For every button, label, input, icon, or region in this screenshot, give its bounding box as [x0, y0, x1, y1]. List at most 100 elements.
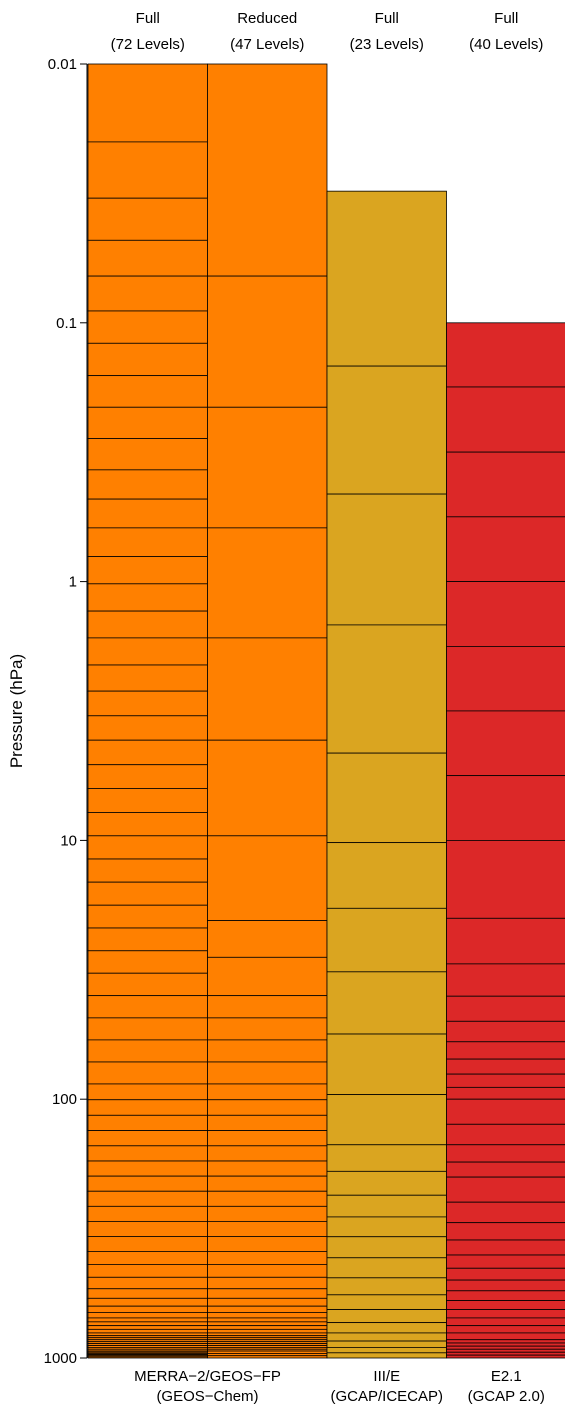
level-cell — [446, 1279, 565, 1292]
level-cell — [87, 1160, 208, 1177]
level-cell — [207, 1251, 328, 1265]
level-cell — [87, 498, 208, 529]
column-bottom-labels: MERRA−2/GEOS−FP (GEOS−Chem) III/E (GCAP/ICE… — [134, 1368, 545, 1405]
level-cell — [446, 1345, 565, 1350]
level-cell — [207, 995, 328, 1019]
level-cell — [207, 835, 328, 921]
level-cell — [87, 690, 208, 717]
level-cell — [87, 1321, 208, 1327]
level-cell — [207, 1325, 328, 1330]
level-cell — [326, 1236, 447, 1259]
y-tick-label: 1000 — [44, 1350, 77, 1367]
level-cell — [446, 1073, 565, 1088]
level-cell — [446, 1339, 565, 1344]
level-cell — [446, 1342, 565, 1347]
level-cell — [87, 63, 208, 143]
level-cell — [87, 812, 208, 837]
level-cell — [446, 775, 565, 841]
level-cell — [326, 1033, 447, 1096]
level-cell — [87, 469, 208, 500]
column-bottom-label-line2: (GCAP/ICECAP) — [330, 1388, 443, 1405]
level-cell — [446, 1098, 565, 1125]
level-cell — [87, 342, 208, 377]
y-axis-ticks: 0.01 0.1 1 10 100 1000 — [44, 56, 87, 1367]
level-cell — [446, 386, 565, 453]
level-cell — [87, 1305, 208, 1313]
level-cell — [87, 1317, 208, 1323]
level-cell — [87, 739, 208, 766]
level-cell — [446, 963, 565, 997]
level-cell — [207, 1288, 328, 1299]
level-cell — [326, 624, 447, 754]
level-cell — [446, 1222, 565, 1241]
level-cell — [87, 858, 208, 883]
level-cell — [87, 1251, 208, 1265]
level-cell — [87, 1190, 208, 1207]
level-cell — [87, 310, 208, 344]
column-top-labels: Full (72 Levels) Reduced (47 Levels) Full (23… — [111, 10, 544, 53]
level-cell — [326, 1309, 447, 1324]
level-cell — [326, 1144, 447, 1172]
level-cell — [87, 835, 208, 860]
level-cell — [326, 1352, 447, 1359]
level-cell — [326, 1340, 447, 1348]
level-cell — [207, 1114, 328, 1131]
level-cell — [87, 1205, 208, 1222]
level-cell — [87, 1220, 208, 1237]
column-top-label-line2: (23 Levels) — [350, 36, 424, 53]
level-cell — [207, 1190, 328, 1207]
level-cell — [87, 1099, 208, 1116]
level-cell — [87, 556, 208, 585]
level-cell — [87, 1356, 208, 1359]
level-cell — [87, 1145, 208, 1162]
level-cell — [207, 1205, 328, 1222]
level-cell — [87, 583, 208, 612]
level-cell — [87, 904, 208, 929]
column-top-label-line1: Reduced — [237, 10, 297, 27]
level-cell — [87, 972, 208, 997]
level-cell — [87, 1332, 208, 1337]
level-cell — [87, 1114, 208, 1131]
level-cell — [87, 275, 208, 312]
level-cell — [87, 881, 208, 906]
column-bars — [87, 63, 565, 1359]
y-tick-label: 1 — [69, 574, 77, 591]
level-cell — [446, 1086, 565, 1100]
level-cell — [446, 995, 565, 1022]
level-cell — [326, 1277, 447, 1296]
level-cell — [326, 1257, 447, 1279]
column-top-label-line2: (40 Levels) — [469, 36, 543, 53]
level-cell — [87, 375, 208, 408]
level-cell — [87, 788, 208, 813]
level-cell — [326, 752, 447, 844]
level-cell — [207, 1305, 328, 1313]
level-cell — [87, 1175, 208, 1192]
level-cell — [446, 840, 565, 919]
level-cell — [207, 1312, 328, 1319]
level-cell — [326, 842, 447, 909]
level-cell — [326, 1332, 447, 1342]
level-cell — [326, 1194, 447, 1218]
level-cell — [207, 920, 328, 958]
level-cell — [207, 406, 328, 529]
level-cell — [207, 1083, 328, 1101]
level-cell — [87, 1312, 208, 1319]
level-cell — [87, 927, 208, 952]
level-cell — [326, 1346, 447, 1354]
level-cell — [87, 197, 208, 241]
level-cell — [326, 907, 447, 973]
level-cell — [87, 1083, 208, 1101]
level-cell — [207, 1321, 328, 1327]
level-cell — [87, 438, 208, 471]
level-cell — [446, 1300, 565, 1310]
level-cell — [446, 1267, 565, 1281]
level-cell — [326, 493, 447, 626]
level-cell — [87, 950, 208, 974]
level-cell — [446, 1348, 565, 1353]
level-cell — [446, 1123, 565, 1146]
level-cell — [87, 1328, 208, 1334]
level-cell — [207, 1355, 328, 1359]
level-cell — [87, 239, 208, 277]
level-cell — [87, 1017, 208, 1041]
level-cell — [87, 527, 208, 557]
